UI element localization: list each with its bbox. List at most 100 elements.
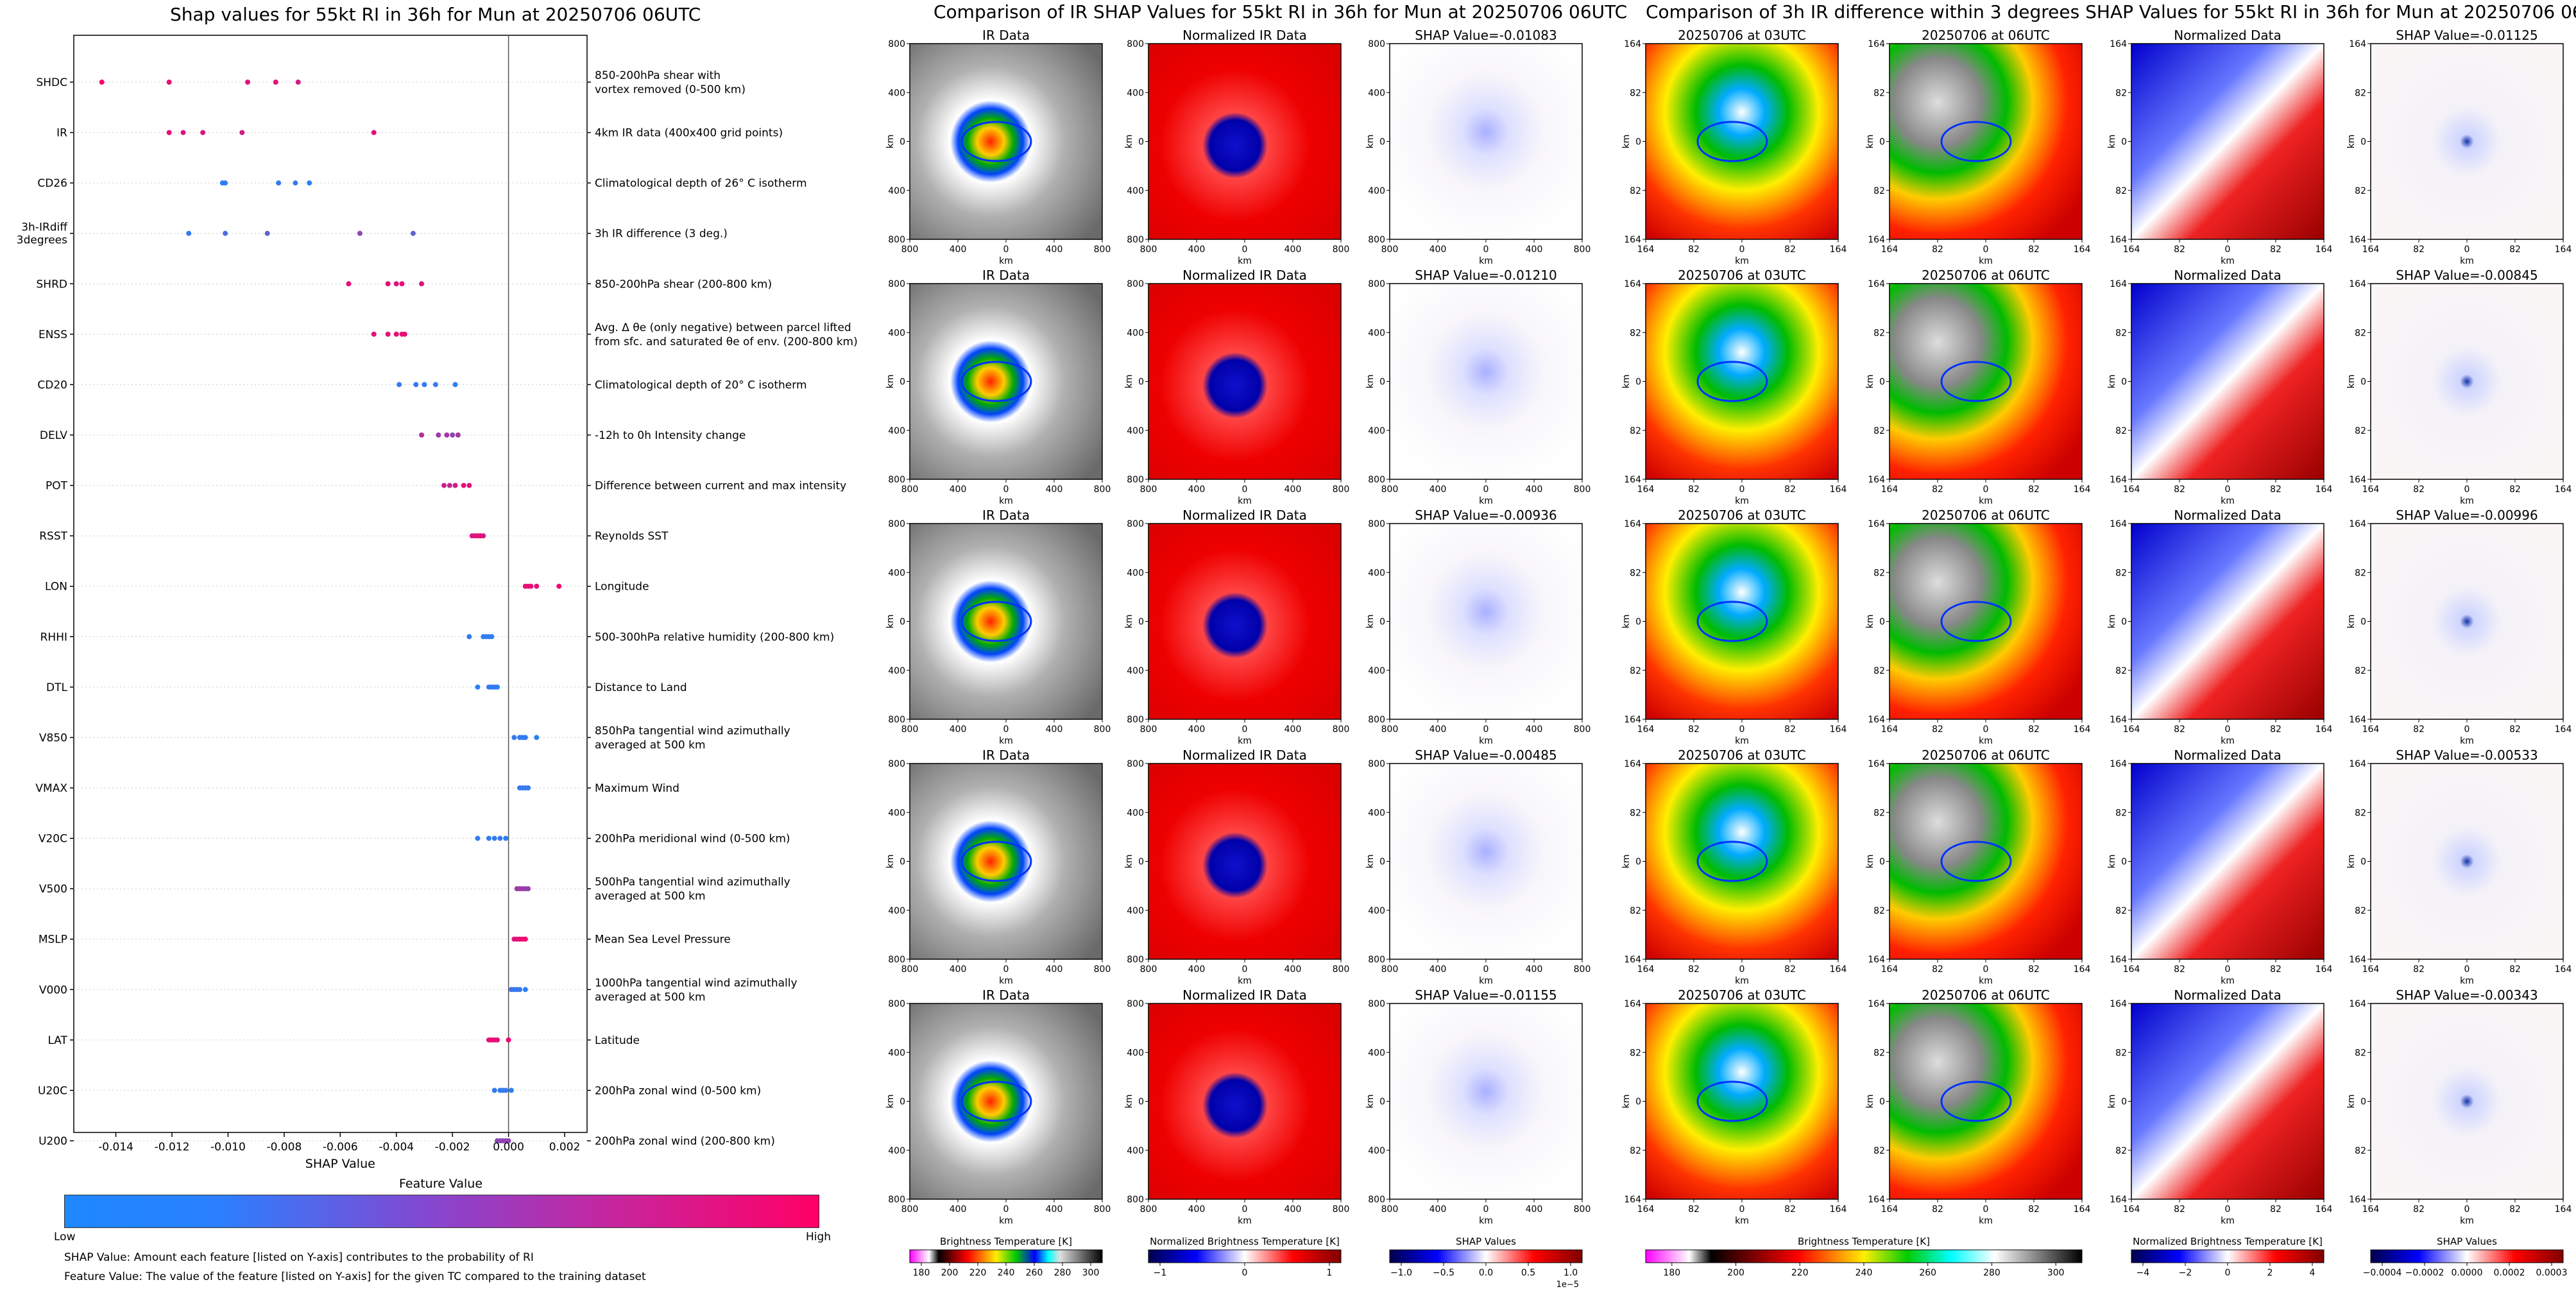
- heatmap-panel: [1645, 283, 1839, 480]
- x-tick-label: 800: [1094, 244, 1111, 255]
- shap-point: [276, 180, 282, 186]
- x-tick-label: 82: [2028, 244, 2040, 255]
- y-tick-label: 400: [888, 328, 905, 338]
- y-tick-label: 0: [900, 377, 905, 388]
- shap-point: [371, 331, 377, 337]
- y-tick-label: 0: [2360, 137, 2366, 148]
- y-tick-label: 0: [1379, 1097, 1385, 1107]
- shap-point: [223, 180, 228, 186]
- y-tick-label: 82: [2355, 1146, 2366, 1156]
- y-tick-label: 164: [2110, 235, 2127, 245]
- panel-title: Normalized Data: [2174, 747, 2282, 763]
- x-tick-label: 0: [2464, 244, 2470, 255]
- y-tick-label: 800: [888, 279, 905, 289]
- y-tick-label: 800: [888, 519, 905, 529]
- shap-point: [223, 230, 228, 236]
- y-tick-label: 800: [888, 39, 905, 49]
- x-tick-label: 82: [2270, 964, 2282, 975]
- storm-band: [1940, 841, 2012, 882]
- y-axis-label: km: [2107, 1095, 2117, 1109]
- y-tick-label: 800: [1368, 475, 1385, 485]
- y-axis-label: km: [1865, 135, 1875, 149]
- x-tick-label: 800: [901, 1204, 919, 1215]
- storm-band: [1696, 361, 1768, 402]
- x-tick-label: 0: [2464, 964, 2470, 975]
- feature-value-colorbar: [64, 1195, 819, 1228]
- colorbar-tick-label: 4: [2310, 1268, 2316, 1278]
- colorbar-high-label: High: [806, 1231, 832, 1243]
- x-tick-label: 164: [2316, 244, 2333, 255]
- y-axis-label: km: [1865, 615, 1875, 629]
- x-axis-label: km: [1735, 496, 1749, 506]
- y-tick-label: 800: [1127, 759, 1144, 769]
- panel-title: 20250706 at 06UTC: [1922, 987, 2050, 1003]
- y-tick-label: 82: [1630, 426, 1641, 436]
- colorbar: [909, 1249, 1103, 1263]
- shap-point: [455, 432, 461, 438]
- shap-point: [346, 281, 352, 287]
- shap-point: [397, 382, 402, 388]
- y-tick-label: 800: [888, 759, 905, 769]
- feature-code-label: ENSS: [38, 329, 67, 341]
- x-tick-label: 82: [1784, 244, 1796, 255]
- y-tick-label: 164: [2110, 759, 2127, 769]
- panel-title: Normalized Data: [2174, 508, 2282, 523]
- panel-title: IR Data: [982, 28, 1030, 43]
- panel-title: SHAP Value=-0.00936: [1415, 508, 1557, 523]
- x-tick-label: 164: [2123, 1204, 2140, 1215]
- colorbar-tick-label: 2: [2267, 1268, 2273, 1278]
- feature-description: 200hPa meridional wind (0-500 km): [595, 833, 790, 846]
- panel-title: Normalized Data: [2174, 268, 2282, 283]
- x-tick-label: 82: [2413, 484, 2425, 495]
- feature-description: 850hPa tangential wind azimuthally: [595, 724, 790, 737]
- shap-point: [410, 230, 416, 236]
- x-tick-label: 0: [1242, 964, 1248, 975]
- y-axis-label: km: [1124, 375, 1134, 389]
- x-tick-label: 400: [1046, 724, 1063, 735]
- shap-point: [556, 583, 562, 589]
- x-tick-label: 82: [2413, 1204, 2425, 1215]
- y-axis-label: km: [885, 1095, 896, 1109]
- storm-band: [1940, 361, 2012, 402]
- y-axis-label: km: [2346, 615, 2357, 629]
- x-tick-label: 164: [2555, 1204, 2572, 1215]
- x-tick-label: 82: [2028, 1204, 2040, 1215]
- y-axis-label: km: [1865, 375, 1875, 389]
- footnote-shap: SHAP Value: Amount each feature [listed …: [64, 1251, 534, 1264]
- x-axis-label: km: [999, 256, 1013, 266]
- panel-title: 20250706 at 03UTC: [1678, 508, 1806, 523]
- feature-description: Mean Sea Level Pressure: [595, 934, 731, 946]
- y-tick-label: 800: [1127, 715, 1144, 725]
- heatmap-panel: [1148, 523, 1342, 720]
- shap-point: [166, 130, 172, 135]
- y-axis-label: km: [2346, 1095, 2357, 1109]
- x-tick-label: 164: [2362, 964, 2380, 975]
- shap-point: [399, 281, 405, 287]
- x-axis-label: km: [1979, 736, 1993, 746]
- feature-code-label: U20C: [38, 1084, 67, 1097]
- x-tick-label: 400: [1284, 484, 1302, 495]
- x-tick-label: 400: [1526, 724, 1543, 735]
- x-axis-label: km: [1979, 1216, 1993, 1226]
- panel-title: IR Data: [982, 268, 1030, 283]
- y-tick-label: 800: [1368, 39, 1385, 49]
- heatmap-panel: [1645, 43, 1839, 240]
- x-tick-label: 800: [1574, 244, 1591, 255]
- x-tick-label: 164: [2555, 724, 2572, 735]
- feature-description: 850-200hPa shear (200-800 km): [595, 278, 772, 291]
- y-tick-label: 164: [1868, 39, 1885, 49]
- x-tick-label: 0: [1983, 724, 1989, 735]
- y-axis-label: km: [885, 855, 896, 869]
- y-tick-label: 164: [2349, 715, 2366, 725]
- y-tick-label: 0: [2121, 617, 2127, 627]
- x-tick-label: 82: [2174, 724, 2185, 735]
- y-axis-label: km: [1621, 375, 1632, 389]
- shap-point: [436, 432, 441, 438]
- storm-band: [960, 1080, 1032, 1122]
- y-tick-label: 164: [1868, 475, 1885, 485]
- storm-band: [1696, 121, 1768, 162]
- x-tick-label: 164: [1830, 484, 1847, 495]
- y-tick-label: 400: [1368, 426, 1385, 436]
- feature-description: 850-200hPa shear with: [595, 69, 721, 82]
- x-tick-label: 400: [1188, 964, 1206, 975]
